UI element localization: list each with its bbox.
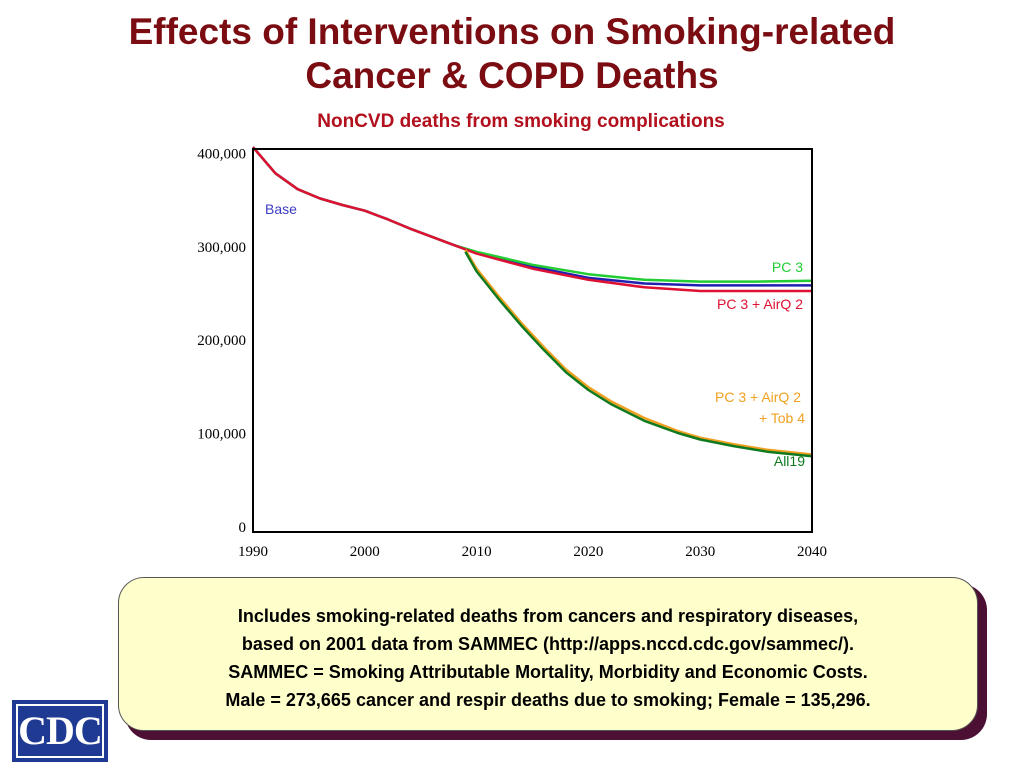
line-chart: 1990 2000 2010 2020 2030 2040 0 100,000 200,000 3… — [197, 146, 827, 560]
label-pc3: PC 3 — [772, 259, 803, 275]
label-tob4-line-1: PC 3 + AirQ 2 — [715, 389, 801, 405]
label-all19: All19 — [774, 453, 805, 469]
series-line-all19 — [464, 251, 813, 458]
x-tick-label: 2000 — [350, 544, 380, 560]
x-tick-label: 2020 — [573, 544, 603, 560]
note-line-2: based on 2001 data from SAMMEC (http://a… — [241, 634, 855, 654]
y-tick-label: 300,000 — [197, 240, 246, 256]
x-tick-label: 1990 — [238, 544, 268, 560]
series-line-pc-3-airq-2 — [252, 146, 812, 293]
x-tick-label: 2010 — [462, 544, 492, 560]
chart-title: NonCVD deaths from smoking complications — [317, 111, 725, 132]
cdc-logo-text: CDC — [16, 704, 104, 758]
slide-title-line-2: Cancer & COPD Deaths — [305, 55, 719, 96]
note-line-4: Male = 273,665 cancer and respir deaths … — [225, 690, 871, 710]
label-base: Base — [265, 201, 297, 217]
ticks-layer: 1990 2000 2010 2020 2030 2040 0 100,000 200,000 3… — [197, 146, 827, 560]
slide-title: Effects of Interventions on Smoking-rela… — [0, 10, 1024, 98]
series-line-pc-3 — [252, 146, 813, 283]
x-tick-label: 2040 — [797, 544, 827, 560]
y-tick-label: 200,000 — [197, 333, 246, 349]
plot-frame — [252, 148, 813, 533]
label-tob4-line-2: + Tob 4 — [759, 410, 805, 426]
slide-title-line-1: Effects of Interventions on Smoking-rela… — [128, 11, 896, 52]
note-line-1: Includes smoking-related deaths from can… — [237, 606, 859, 626]
note-box: Includes smoking-related deaths from can… — [118, 577, 978, 731]
y-tick-label: 100,000 — [197, 427, 246, 443]
x-tick-label: 2030 — [685, 544, 715, 560]
note-line-3: SAMMEC = Smoking Attributable Mortality,… — [228, 662, 868, 682]
series-layer — [252, 146, 813, 458]
y-tick-label: 400,000 — [197, 146, 246, 162]
cdc-logo: CDC — [12, 700, 108, 762]
series-line-pc-3-airq-2-tob-4 — [464, 249, 813, 456]
label-pc3-airq2: PC 3 + AirQ 2 — [717, 296, 803, 312]
y-tick-label: 0 — [239, 520, 247, 536]
